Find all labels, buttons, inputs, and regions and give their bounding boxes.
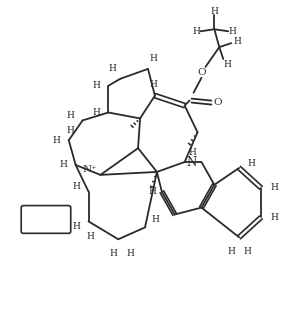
Text: H: H [223, 60, 231, 69]
Text: H: H [109, 249, 117, 258]
Text: H: H [67, 111, 75, 120]
Text: H: H [247, 158, 255, 168]
Text: H: H [148, 187, 156, 196]
Text: O: O [197, 68, 206, 77]
Text: H: H [73, 222, 81, 231]
Text: H: H [73, 182, 81, 191]
Text: H: H [93, 108, 100, 117]
Text: H: H [227, 247, 235, 256]
Text: H: H [271, 213, 279, 222]
Text: H: H [189, 148, 197, 156]
Text: H: H [151, 215, 159, 224]
Text: H: H [233, 37, 241, 46]
Text: H: H [93, 81, 100, 90]
Text: H: H [193, 27, 200, 36]
Text: H: H [126, 249, 134, 258]
Text: H: H [271, 183, 279, 192]
Text: H: H [67, 126, 75, 135]
Text: H: H [53, 136, 61, 145]
Text: H: H [210, 7, 218, 16]
FancyBboxPatch shape [21, 206, 71, 233]
Text: H: H [108, 65, 116, 73]
Text: Abs: Abs [38, 215, 54, 224]
Text: H: H [228, 27, 236, 36]
Text: H: H [87, 232, 94, 241]
Text: N: N [186, 156, 197, 169]
Text: H: H [149, 80, 157, 89]
Text: H: H [243, 247, 251, 256]
Text: N⁺: N⁺ [82, 165, 97, 174]
Text: H: H [149, 54, 157, 64]
Text: O: O [213, 98, 222, 107]
Text: H: H [60, 160, 68, 170]
